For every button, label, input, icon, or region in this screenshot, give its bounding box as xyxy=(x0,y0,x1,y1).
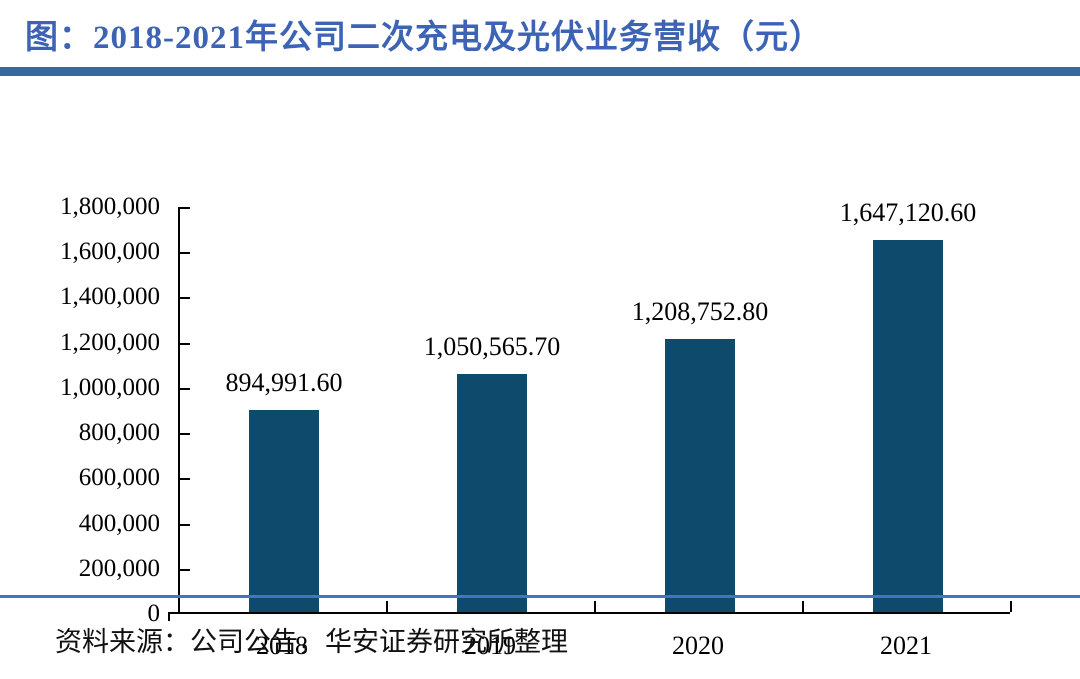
bar-data-label: 1,208,752.80 xyxy=(631,296,769,326)
x-tick-label: 2020 xyxy=(672,631,724,660)
y-tick-label: 400,000 xyxy=(78,509,160,537)
x-tick-mark xyxy=(802,601,804,612)
x-tick-label: 2021 xyxy=(880,631,932,660)
y-tick-mark xyxy=(180,568,190,571)
bar-2021 xyxy=(873,239,943,612)
x-tick-mark xyxy=(1010,601,1012,612)
y-tick-label: 600,000 xyxy=(78,464,160,492)
y-tick-mark xyxy=(180,478,190,481)
bar-data-label: 1,050,565.70 xyxy=(423,332,561,362)
bar-chart: 1,800,000 1,600,000 1,400,000 1,200,000 1,00… xyxy=(0,80,1080,660)
y-tick-label: 1,800,000 xyxy=(60,193,160,220)
y-tick-label: 0 xyxy=(147,600,161,627)
y-tick-label: 1,000,000 xyxy=(60,373,160,401)
y-tick-label: 800,000 xyxy=(78,419,160,447)
x-tick-label: 2019 xyxy=(464,631,516,660)
bar-data-label: 1,647,120.60 xyxy=(839,197,977,227)
title-underline-rule xyxy=(0,67,1080,76)
y-tick-mark xyxy=(180,523,190,526)
bar-2019 xyxy=(457,374,527,612)
y-tick-label: 1,200,000 xyxy=(60,328,160,356)
x-tick-label: 2018 xyxy=(256,631,308,660)
y-tick-label: 1,400,000 xyxy=(60,283,160,311)
bar-2020 xyxy=(665,338,735,612)
bar-2018 xyxy=(249,409,319,612)
y-tick-mark xyxy=(180,433,190,436)
origin-tick xyxy=(168,612,170,621)
y-tick-mark xyxy=(180,342,190,345)
bottom-rule xyxy=(0,595,1080,598)
y-tick-label: 200,000 xyxy=(78,554,160,582)
figure-title: 图：2018-2021年公司二次充电及光伏业务营收（元） xyxy=(25,20,823,56)
y-tick-label: 1,600,000 xyxy=(60,238,160,266)
plot-area: 894,991.60 1,050,565.70 1,208,752.80 1,647,… xyxy=(178,198,1012,614)
bar-data-label: 894,991.60 xyxy=(225,367,343,397)
source-note: 资料来源：公司公告，华安证券研究所整理 xyxy=(55,627,568,657)
y-tick-mark xyxy=(180,387,190,390)
x-axis-extension xyxy=(168,612,180,614)
x-tick-mark xyxy=(386,601,388,612)
y-tick-mark xyxy=(180,252,190,255)
x-tick-mark xyxy=(594,601,596,612)
y-tick-mark xyxy=(180,297,190,300)
y-tick-mark xyxy=(180,207,190,209)
